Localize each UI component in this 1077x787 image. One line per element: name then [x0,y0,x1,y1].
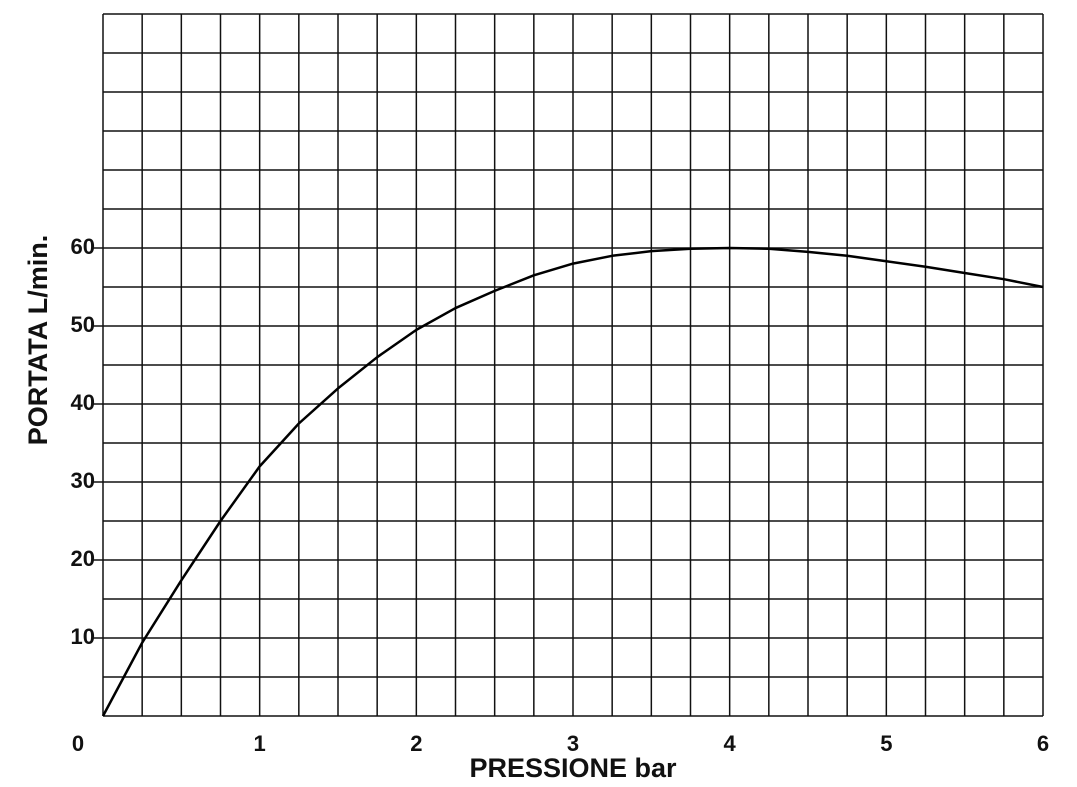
x-tick-label: 3 [567,731,579,756]
y-tick-label: 10 [71,624,95,649]
x-axis-title: PRESSIONE bar [469,753,677,783]
data-line [101,246,1044,717]
y-axis-title: PORTATA L/min. [23,235,53,445]
x-tick-label: 0 [72,731,84,756]
y-tick-label: 40 [71,390,95,415]
y-tick-label: 50 [71,312,95,337]
x-tick-label: 1 [254,731,266,756]
x-tick-label: 5 [880,731,892,756]
y-tick-label: 30 [71,468,95,493]
y-tick-label: 20 [71,546,95,571]
x-tick-label: 4 [724,731,737,756]
x-tick-label: 6 [1037,731,1049,756]
y-tick-label: 60 [71,234,95,259]
x-tick-label: 2 [410,731,422,756]
